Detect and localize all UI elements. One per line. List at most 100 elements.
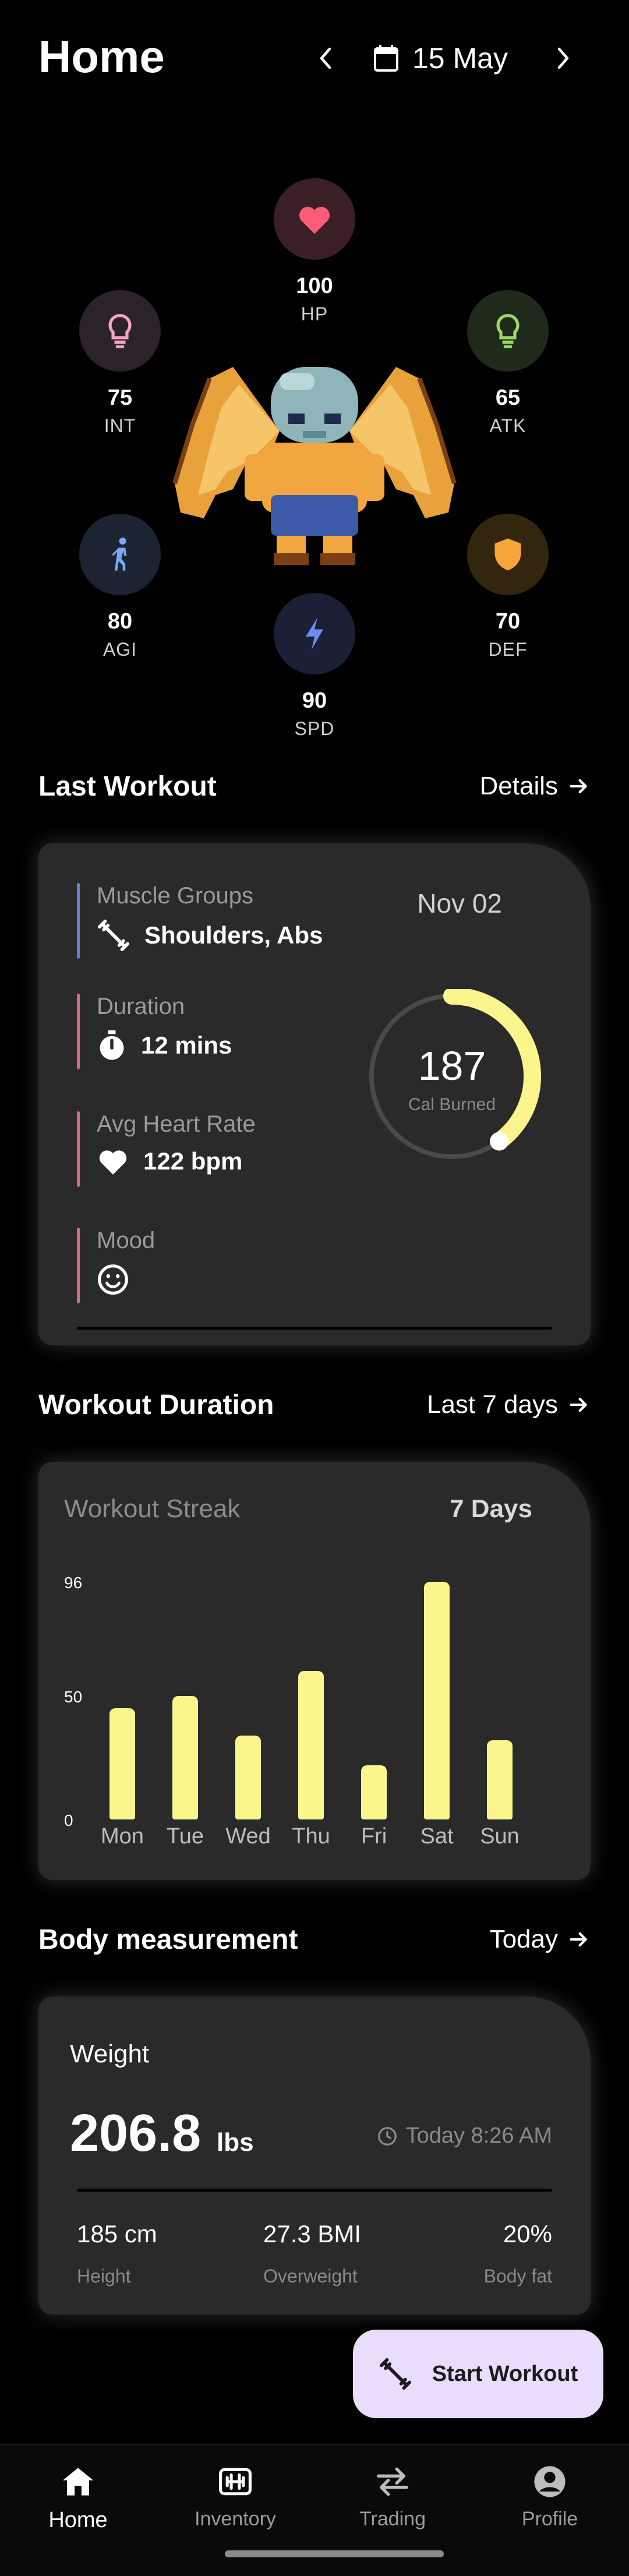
inventory-icon [219,2468,252,2496]
details-link[interactable]: Details [480,772,591,801]
swap-icon [377,2467,408,2496]
home-icon [63,2468,93,2496]
workout-date: Nov 02 [417,888,502,918]
smiley-icon [98,1264,128,1295]
nav-home[interactable]: Home [20,2461,136,2533]
calendar-icon [374,45,398,72]
character-avatar[interactable] [169,344,460,588]
previous-day-button[interactable] [309,36,341,80]
stat-int[interactable]: 75 INT [56,290,184,437]
duration-accent-bar [77,994,80,1069]
nav-trading[interactable]: Trading [334,2461,451,2531]
mood-label: Mood [97,1228,156,1253]
height-metric: 185 cm Height [77,2220,157,2287]
duration-value: 12 mins [141,1031,232,1059]
chart-x-label: Wed [225,1824,271,1849]
lightbulb-icon [496,314,520,348]
chart-x-label: Sat [420,1824,454,1849]
body-measurement-header: Body measurement Today [38,1916,591,1963]
agi-circle [79,514,161,595]
chart-x-label: Fri [361,1824,387,1849]
arrow-right-icon [570,1397,587,1412]
workout-duration-title: Workout Duration [38,1389,274,1420]
calories-ring: 187 Cal Burned [363,987,551,1175]
body-fat-label: Body fat [483,2266,552,2287]
duration-label: Duration [97,994,185,1019]
def-label: DEF [488,639,528,660]
muscle-groups-label: Muscle Groups [97,883,253,909]
details-label: Details [479,772,559,800]
arrow-right-icon [570,1932,587,1947]
chart-bar-wed [235,1735,261,1819]
duration-item: Duration 12 mins [77,994,232,1069]
calories-value: 187 [418,1043,486,1089]
heart-icon [299,207,330,234]
weight-unit: lbs [217,2128,254,2157]
y-tick-max: 96 [64,1574,83,1592]
today-label: Today [489,1925,558,1953]
home-indicator [225,2550,444,2557]
heart-rate-item: Avg Heart Rate 122 bpm [77,1111,256,1187]
workout-streak-card[interactable]: Workout Streak 7 Days 96 50 0 Mon Tue Wed T… [38,1462,591,1880]
agi-value: 80 [107,609,133,634]
lightning-icon [306,617,323,650]
chart-bar-mon [109,1708,135,1819]
hp-circle [274,178,355,260]
stat-atk[interactable]: 65 ATK [444,290,572,437]
chart-bar-sun [487,1740,513,1819]
arrow-right-icon [570,779,587,794]
mood-accent-bar [77,1228,80,1303]
nav-profile[interactable]: Profile [492,2461,608,2531]
stat-agi[interactable]: 80 AGI [56,514,184,660]
chart-bar-tue [172,1695,198,1819]
stat-spd[interactable]: 90 SPD [250,593,379,740]
calories-progress-ring [363,987,541,1165]
bmi-value: 27.3 BMI [263,2220,362,2248]
nav-inventory[interactable]: Inventory [177,2461,294,2531]
chart-bar-sat [424,1582,450,1819]
clock-icon [377,2126,397,2146]
last-workout-header: Last Workout Details [38,763,591,810]
chart-x-label: Mon [101,1824,144,1849]
next-day-button[interactable] [547,36,580,80]
def-circle [467,514,549,595]
today-link[interactable]: Today [490,1925,591,1954]
chart-x-label: Thu [292,1824,330,1849]
int-value: 75 [107,386,133,410]
workout-duration-header: Workout Duration Last 7 days [38,1381,591,1428]
last-workout-card[interactable]: Nov 02 Muscle Groups Shoulders, Abs Dura… [38,843,591,1345]
measurement-divider [77,2189,552,2192]
body-measurement-card[interactable]: Weight 206.8 lbs Today 8:26 AM 185 cm He… [38,1997,591,2314]
timestamp-text: Today 8:26 AM [405,2123,552,2148]
y-tick-mid: 50 [64,1688,83,1706]
shield-icon [494,538,521,571]
stopwatch-icon [100,1030,124,1060]
weight-value: 206.8 [70,2104,202,2162]
nav-profile-label: Profile [521,2508,578,2530]
stat-def[interactable]: 70 DEF [444,514,572,660]
dumbbell-icon [379,2358,411,2390]
heart-rate-accent-bar [77,1111,80,1187]
date-picker[interactable]: 15 May [373,36,508,80]
nav-home-label: Home [48,2508,108,2532]
int-label: INT [104,415,136,436]
chart-bar-thu [298,1671,324,1819]
app-header: Home 15 May [0,0,629,116]
spd-value: 90 [302,688,327,713]
hp-value: 100 [296,274,333,298]
start-workout-button[interactable]: Start Workout [353,2330,603,2418]
agi-label: AGI [103,639,137,660]
calories-label: Cal Burned [408,1095,496,1114]
atk-circle [467,290,549,372]
chart-x-label: Tue [166,1824,204,1849]
last-workout-title: Last Workout [38,771,217,802]
heart-rate-label: Avg Heart Rate [97,1111,256,1137]
y-tick-zero: 0 [64,1811,73,1829]
nav-inventory-label: Inventory [195,2508,276,2530]
int-circle [79,290,161,372]
current-date: 15 May [412,42,508,75]
last-7-days-link[interactable]: Last 7 days [427,1390,591,1419]
heart-icon [99,1150,127,1175]
stat-hp[interactable]: 100 HP [250,178,379,325]
height-label: Height [77,2266,131,2287]
